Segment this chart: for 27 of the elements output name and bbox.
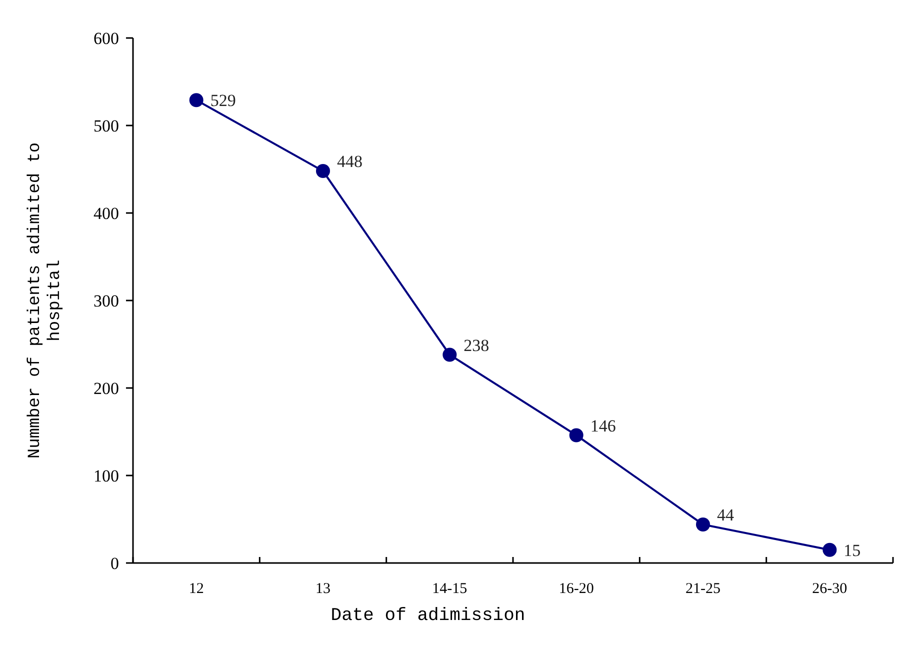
y-tick-label: 300 (94, 292, 119, 310)
point (316, 164, 330, 178)
data-label: 529 (210, 91, 236, 110)
y-axis-title: Nummber of patients adimited to hospital (26, 142, 65, 459)
x-axis-title: Date of adimission (330, 606, 526, 626)
y-tick-label: 0 (110, 554, 119, 573)
data-label: 15 (844, 540, 861, 560)
point (189, 93, 204, 108)
y-tick-label: 400 (94, 204, 119, 223)
point (442, 348, 457, 362)
x-tick-label: 26-30 (812, 581, 848, 597)
x-tick-label: 21-25 (686, 581, 720, 597)
y-tick-label: 100 (94, 466, 119, 486)
data-label: 448 (337, 152, 362, 171)
point (822, 542, 837, 557)
x-tick-label: 13 (316, 581, 330, 597)
data-label: 146 (590, 416, 616, 436)
point (696, 518, 710, 532)
data-label: 238 (464, 336, 490, 355)
x-tick-label: 12 (188, 581, 204, 597)
x-tick-label: 14-15 (432, 581, 468, 597)
x-tick-label: 16-20 (558, 581, 594, 597)
y-tick-label: 600 (94, 29, 119, 48)
y-tick-label: 500 (94, 116, 119, 136)
data-label: 44 (717, 506, 734, 524)
y-tick-label: 200 (94, 379, 119, 398)
point (569, 428, 584, 442)
